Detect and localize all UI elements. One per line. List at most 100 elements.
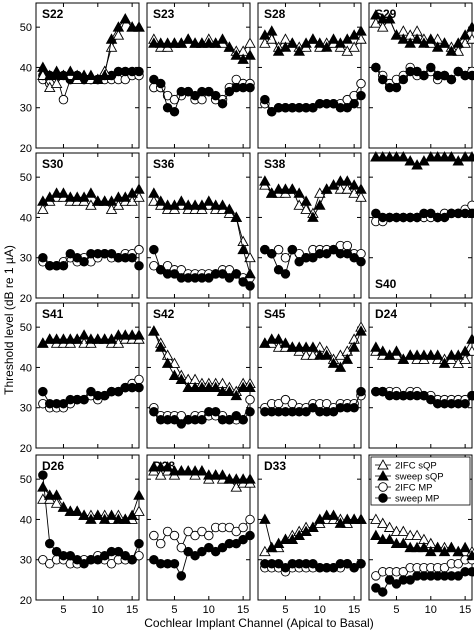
data-point [383, 13, 396, 24]
data-point [217, 98, 228, 109]
data-point [452, 37, 465, 48]
data-point [231, 538, 242, 549]
data-point [148, 461, 160, 472]
data-point [64, 65, 77, 76]
data-point [376, 533, 389, 545]
data-point [112, 21, 125, 32]
data-point [307, 521, 319, 532]
data-point [134, 382, 144, 393]
y-tick-label: 40 [20, 62, 32, 74]
data-point [266, 248, 277, 259]
data-point [370, 513, 382, 524]
data-point [134, 550, 144, 561]
legend-entry: 2IFC sQP [395, 461, 437, 472]
data-point [72, 554, 82, 565]
data-point [134, 538, 144, 549]
series-sweep-mp [260, 386, 366, 417]
series-sweep-sqp [148, 325, 256, 401]
data-point [244, 37, 256, 48]
y-tick-label: 30 [20, 253, 32, 265]
series-sweep-mp [260, 244, 366, 279]
data-point [390, 29, 403, 40]
data-point [411, 541, 423, 553]
series-sweep-sqp [148, 461, 256, 484]
data-point [383, 521, 396, 532]
panel-s42: S42 [146, 302, 256, 449]
data-point [230, 473, 243, 484]
data-point [412, 212, 422, 223]
data-point [341, 353, 354, 364]
data-point [217, 269, 228, 279]
data-point [168, 369, 181, 380]
data-point [190, 90, 200, 101]
panel-label: S42 [153, 307, 175, 321]
data-point [85, 333, 97, 344]
data-point [438, 37, 451, 48]
data-point [154, 37, 167, 48]
data-point [231, 411, 242, 421]
panel-frame [368, 302, 473, 449]
data-point [44, 538, 55, 549]
y-tick-label: 50 [20, 322, 32, 334]
data-point [127, 252, 137, 263]
data-point [78, 329, 90, 340]
data-point [301, 407, 311, 417]
data-point [216, 385, 229, 397]
data-point [72, 252, 82, 263]
data-point [349, 98, 359, 109]
data-point [308, 102, 318, 113]
data-point [446, 74, 457, 85]
data-point [38, 386, 48, 397]
data-point [149, 407, 159, 417]
data-point [391, 82, 402, 93]
legend-marker [377, 459, 389, 470]
data-point [328, 407, 339, 417]
panel-s28: S28 [257, 2, 367, 149]
data-point [445, 349, 458, 360]
panel-s22: 20 30 40 50 S22 [20, 2, 145, 155]
data-point [237, 243, 249, 255]
data-point [314, 199, 326, 210]
data-point [418, 541, 430, 553]
series-sweep-mp [149, 244, 255, 291]
data-point [307, 349, 319, 360]
data-point [273, 244, 284, 255]
x-axis-label: Cochlear Implant Channel (Apical to Basa… [144, 616, 373, 630]
data-point [349, 252, 359, 263]
data-point [307, 211, 319, 222]
data-point [425, 349, 437, 360]
data-point [404, 541, 416, 553]
data-point [411, 33, 423, 44]
data-point [113, 546, 124, 557]
data-point [58, 94, 69, 105]
series-sweep-sqp [370, 333, 474, 368]
data-point [452, 45, 465, 56]
data-point [445, 45, 458, 56]
panel-label: S38 [264, 157, 286, 171]
data-point [196, 465, 208, 476]
data-point [71, 69, 83, 80]
series-ifc-mp [371, 554, 474, 581]
data-point [78, 509, 90, 520]
data-point [210, 407, 221, 417]
data-point [342, 240, 353, 251]
data-point [120, 550, 131, 561]
data-point [85, 69, 97, 80]
panel-label: S36 [153, 157, 175, 171]
data-point [320, 349, 333, 360]
data-point [376, 151, 389, 162]
data-point [466, 21, 474, 32]
data-point [348, 179, 360, 190]
y-tick-label: 50 [20, 474, 32, 486]
data-point [161, 37, 174, 48]
data-point [155, 265, 166, 275]
data-point [404, 529, 416, 541]
panel-label: D33 [264, 459, 286, 473]
data-point [328, 244, 339, 255]
x-tick-label: 15 [126, 604, 138, 616]
data-point [356, 386, 366, 397]
x-tick-label: 10 [203, 604, 215, 616]
data-point [245, 530, 255, 541]
data-point [154, 461, 167, 472]
data-point [341, 175, 354, 186]
